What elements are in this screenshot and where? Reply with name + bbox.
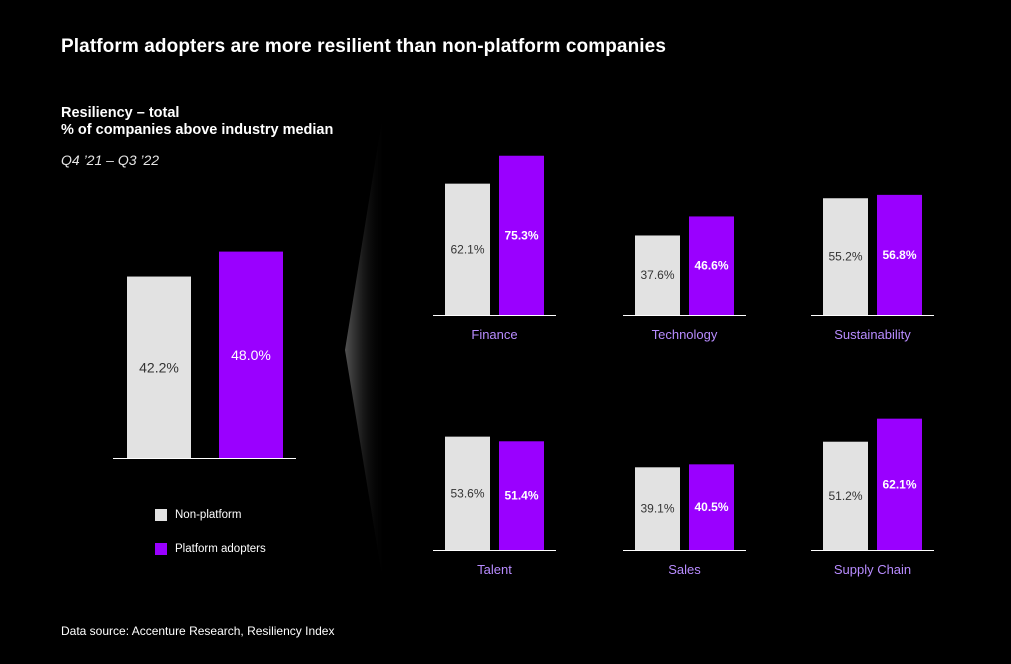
bar-finance-non-platform <box>445 183 490 315</box>
bar-talent-platform-adopters <box>499 441 544 550</box>
bar-label-total-platform-adopters: 48.0% <box>231 347 271 363</box>
panel-divider-shape <box>345 95 386 600</box>
bar-sustainability-non-platform <box>823 198 868 315</box>
category-chart-technology: 37.6% 46.6% Technology <box>623 216 746 342</box>
subtitle-line-1: Resiliency – total <box>61 105 180 121</box>
category-label-finance: Finance <box>471 327 517 342</box>
bar-label-sustainability-non-platform: 55.2% <box>828 250 862 264</box>
category-chart-supply-chain: 51.2% 62.1% Supply Chain <box>811 418 934 577</box>
category-chart-finance: 62.1% 75.3% Finance <box>433 155 556 342</box>
bar-sales-non-platform <box>635 467 680 550</box>
category-chart-sustainability: 55.2% 56.8% Sustainability <box>811 194 934 342</box>
bar-talent-non-platform <box>445 436 490 550</box>
bar-label-sales-non-platform: 39.1% <box>640 502 674 516</box>
bar-finance-platform-adopters <box>499 155 544 315</box>
bar-label-sales-platform-adopters: 40.5% <box>694 500 728 514</box>
bar-label-technology-platform-adopters: 46.6% <box>694 259 728 273</box>
legend-item-platform: Platform adopters <box>155 543 266 555</box>
bar-total-non-platform <box>127 276 191 458</box>
bar-label-technology-non-platform: 37.6% <box>640 268 674 282</box>
category-charts: 62.1% 75.3% Finance 37.6% 46.6% Technology 55.… <box>433 155 934 577</box>
bar-label-total-non-platform: 42.2% <box>139 359 179 375</box>
legend-label-non-platform: Non-platform <box>175 509 242 521</box>
legend-swatch-platform <box>155 543 167 555</box>
bar-label-supply-chain-non-platform: 51.2% <box>828 489 862 503</box>
bar-technology-non-platform <box>635 235 680 315</box>
bar-sustainability-platform-adopters <box>877 194 922 315</box>
bar-label-sustainability-platform-adopters: 56.8% <box>882 248 916 262</box>
bar-label-talent-platform-adopters: 51.4% <box>504 489 538 503</box>
legend-item-non-platform: Non-platform <box>155 509 241 521</box>
category-label-technology: Technology <box>652 327 718 342</box>
period-label: Q4 ’21 – Q3 ’22 <box>61 152 160 168</box>
category-label-sustainability: Sustainability <box>834 327 911 342</box>
legend-label-platform: Platform adopters <box>175 543 266 555</box>
chart-title: Platform adopters are more resilient tha… <box>61 36 667 57</box>
legend-swatch-non-platform <box>155 509 167 521</box>
bar-label-finance-platform-adopters: 75.3% <box>504 228 538 242</box>
category-label-sales: Sales <box>668 562 701 577</box>
bar-supply-chain-non-platform <box>823 441 868 550</box>
main-chart: 42.2% 48.0% <box>113 251 296 459</box>
bar-total-platform-adopters <box>219 251 283 458</box>
bar-label-supply-chain-platform-adopters: 62.1% <box>882 477 916 491</box>
bar-technology-platform-adopters <box>689 216 734 315</box>
category-chart-talent: 53.6% 51.4% Talent <box>433 436 556 577</box>
bar-supply-chain-platform-adopters <box>877 418 922 550</box>
subtitle-line-2: % of companies above industry median <box>61 122 334 138</box>
bar-sales-platform-adopters <box>689 464 734 550</box>
category-chart-sales: 39.1% 40.5% Sales <box>623 464 746 577</box>
bar-label-talent-non-platform: 53.6% <box>450 486 484 500</box>
category-label-supply-chain: Supply Chain <box>834 562 911 577</box>
data-source: Data source: Accenture Research, Resilie… <box>61 624 335 638</box>
category-label-talent: Talent <box>477 562 512 577</box>
bar-label-finance-non-platform: 62.1% <box>450 242 484 256</box>
